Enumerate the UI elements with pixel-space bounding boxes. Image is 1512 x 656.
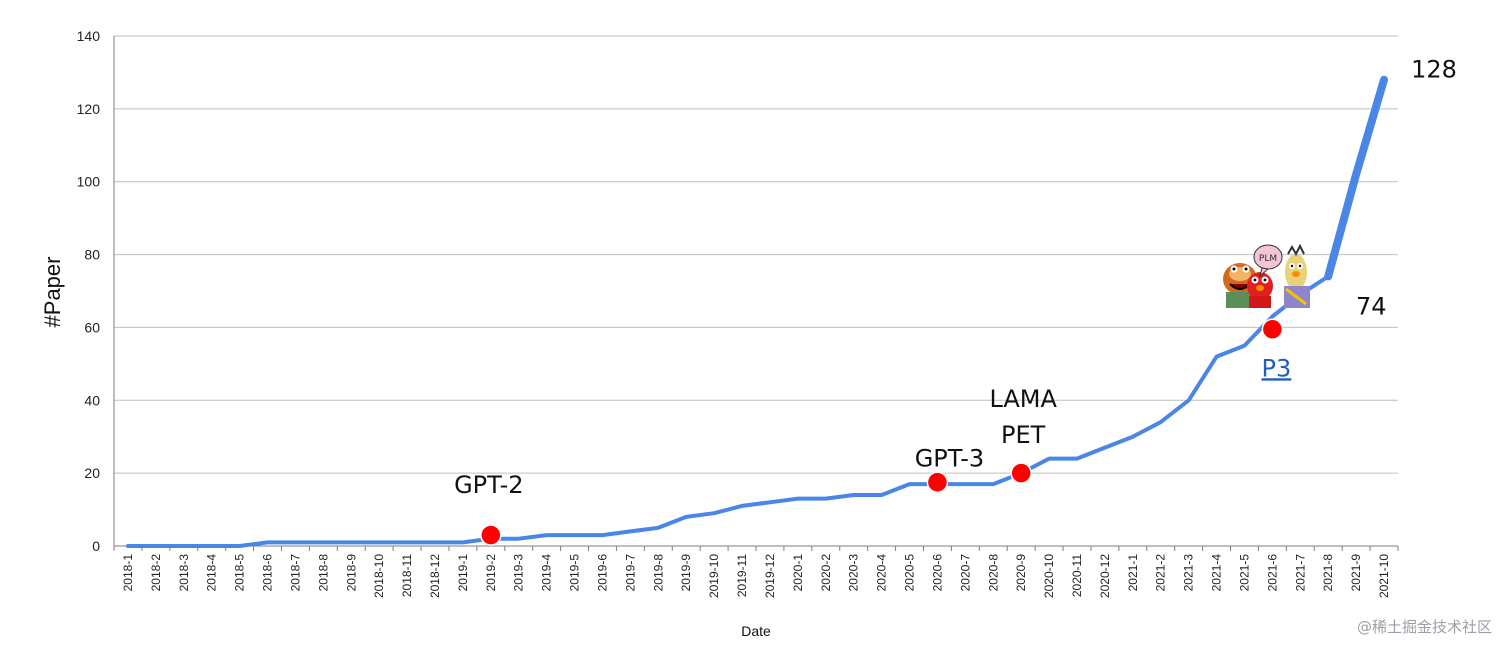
- annotation-gpt-2: GPT-2: [454, 471, 523, 499]
- x-tick-label-2018-7: 2018-7: [288, 554, 302, 592]
- watermark: @稀土掘金技术社区: [1357, 618, 1492, 636]
- x-tick-label-2020-12: 2020-12: [1098, 554, 1112, 598]
- x-tick-label-2021-10: 2021-10: [1377, 554, 1391, 598]
- x-tick-label-2021-7: 2021-7: [1293, 554, 1307, 592]
- annotation-gpt-3: GPT-3: [915, 444, 984, 472]
- plm-bubble-text: PLM: [1259, 254, 1277, 264]
- gridlines: [114, 35, 1398, 474]
- value-label-128: 128: [1411, 56, 1457, 84]
- x-tick-label-2020-3: 2020-3: [847, 554, 861, 592]
- x-tick-label-2018-10: 2018-10: [372, 554, 386, 598]
- x-tick-labels: 2018-1 2018-2 2018-3 2018-4 2018-5 2018-6 2018…: [113, 546, 1399, 598]
- annotation-pet: PET: [1001, 421, 1046, 449]
- sesame-characters-image: PLM: [1223, 243, 1310, 308]
- x-tick-label-2018-11: 2018-11: [400, 554, 414, 597]
- y-tick-label-100: 100: [77, 174, 101, 190]
- x-tick-label-2019-7: 2019-7: [623, 554, 637, 592]
- annotation-lama: LAMA: [989, 385, 1057, 413]
- x-tick-label-2019-10: 2019-10: [707, 554, 721, 598]
- x-tick-label-2020-4: 2020-4: [875, 554, 889, 592]
- x-tick-label-2021-9: 2021-9: [1349, 554, 1363, 592]
- x-tick-label-2020-9: 2020-9: [1014, 554, 1028, 592]
- x-tick-label-2018-3: 2018-3: [177, 554, 191, 592]
- x-tick-label-2018-2: 2018-2: [149, 554, 163, 592]
- x-tick-label-2018-6: 2018-6: [261, 554, 275, 592]
- x-axis-title: Date: [741, 623, 771, 639]
- x-tick-label-2019-6: 2019-6: [595, 554, 609, 592]
- x-tick-label-2018-8: 2018-8: [316, 554, 330, 592]
- marker-gpt-3: [926, 471, 949, 493]
- x-tick-label-2021-8: 2021-8: [1321, 554, 1335, 592]
- x-tick-label-2019-4: 2019-4: [540, 554, 554, 592]
- annotation-p3[interactable]: P3: [1262, 354, 1292, 382]
- x-tick-label-2019-1: 2019-1: [456, 554, 470, 592]
- y-tick-labels: 0 20 40 60 80 100 120 140: [77, 28, 101, 554]
- series-line-recent: [1324, 75, 1388, 281]
- x-tick-label-2018-12: 2018-12: [428, 554, 442, 598]
- marker-gpt-2: [480, 524, 502, 546]
- x-tick-label-2019-2: 2019-2: [484, 554, 498, 592]
- x-tick-label-2021-2: 2021-2: [1154, 554, 1168, 592]
- marker-lama-pet: [1010, 462, 1032, 484]
- x-tick-label-2019-3: 2019-3: [512, 554, 526, 592]
- x-tick-label-2018-1: 2018-1: [121, 554, 135, 592]
- x-tick-label-2020-1: 2020-1: [791, 554, 805, 592]
- x-tick-label-2020-11: 2020-11: [1070, 554, 1084, 597]
- annotations-layer: GPT-2 GPT-3 LAMA PET P3 74 128: [454, 56, 1457, 546]
- x-tick-label-2020-2: 2020-2: [819, 554, 833, 592]
- y-tick-label-120: 120: [77, 101, 101, 117]
- x-tick-label-2021-3: 2021-3: [1182, 554, 1196, 592]
- marker-p3: [1261, 318, 1284, 340]
- y-tick-label-40: 40: [84, 392, 100, 408]
- y-tick-label-0: 0: [92, 538, 100, 554]
- x-tick-label-2020-8: 2020-8: [986, 554, 1000, 592]
- series-layer: [126, 75, 1388, 548]
- series-line: [126, 274, 1331, 548]
- y-axis-title: #Paper: [40, 257, 65, 328]
- x-tick-label-2018-9: 2018-9: [344, 554, 358, 592]
- x-tick-label-2020-6: 2020-6: [930, 554, 944, 592]
- y-tick-label-80: 80: [84, 247, 100, 263]
- y-tick-label-20: 20: [84, 465, 100, 481]
- x-tick-label-2019-8: 2019-8: [651, 554, 665, 592]
- x-tick-label-2019-11: 2019-11: [735, 554, 749, 597]
- x-tick-label-2019-9: 2019-9: [679, 554, 693, 592]
- x-tick-label-2019-12: 2019-12: [763, 554, 777, 598]
- x-tick-label-2021-5: 2021-5: [1237, 554, 1251, 592]
- x-tick-label-2020-5: 2020-5: [903, 554, 917, 592]
- y-tick-label-60: 60: [84, 319, 100, 335]
- x-tick-label-2019-5: 2019-5: [568, 554, 582, 592]
- value-label-74: 74: [1356, 292, 1387, 320]
- x-tick-label-2020-10: 2020-10: [1042, 554, 1056, 598]
- x-tick-label-2018-5: 2018-5: [233, 554, 247, 592]
- x-tick-label-2021-4: 2021-4: [1210, 554, 1224, 592]
- y-tick-label-140: 140: [77, 28, 101, 44]
- x-tick-label-2021-1: 2021-1: [1126, 554, 1140, 592]
- x-tick-label-2021-6: 2021-6: [1265, 554, 1279, 592]
- x-tick-label-2020-7: 2020-7: [958, 554, 972, 592]
- x-tick-label-2018-4: 2018-4: [205, 554, 219, 592]
